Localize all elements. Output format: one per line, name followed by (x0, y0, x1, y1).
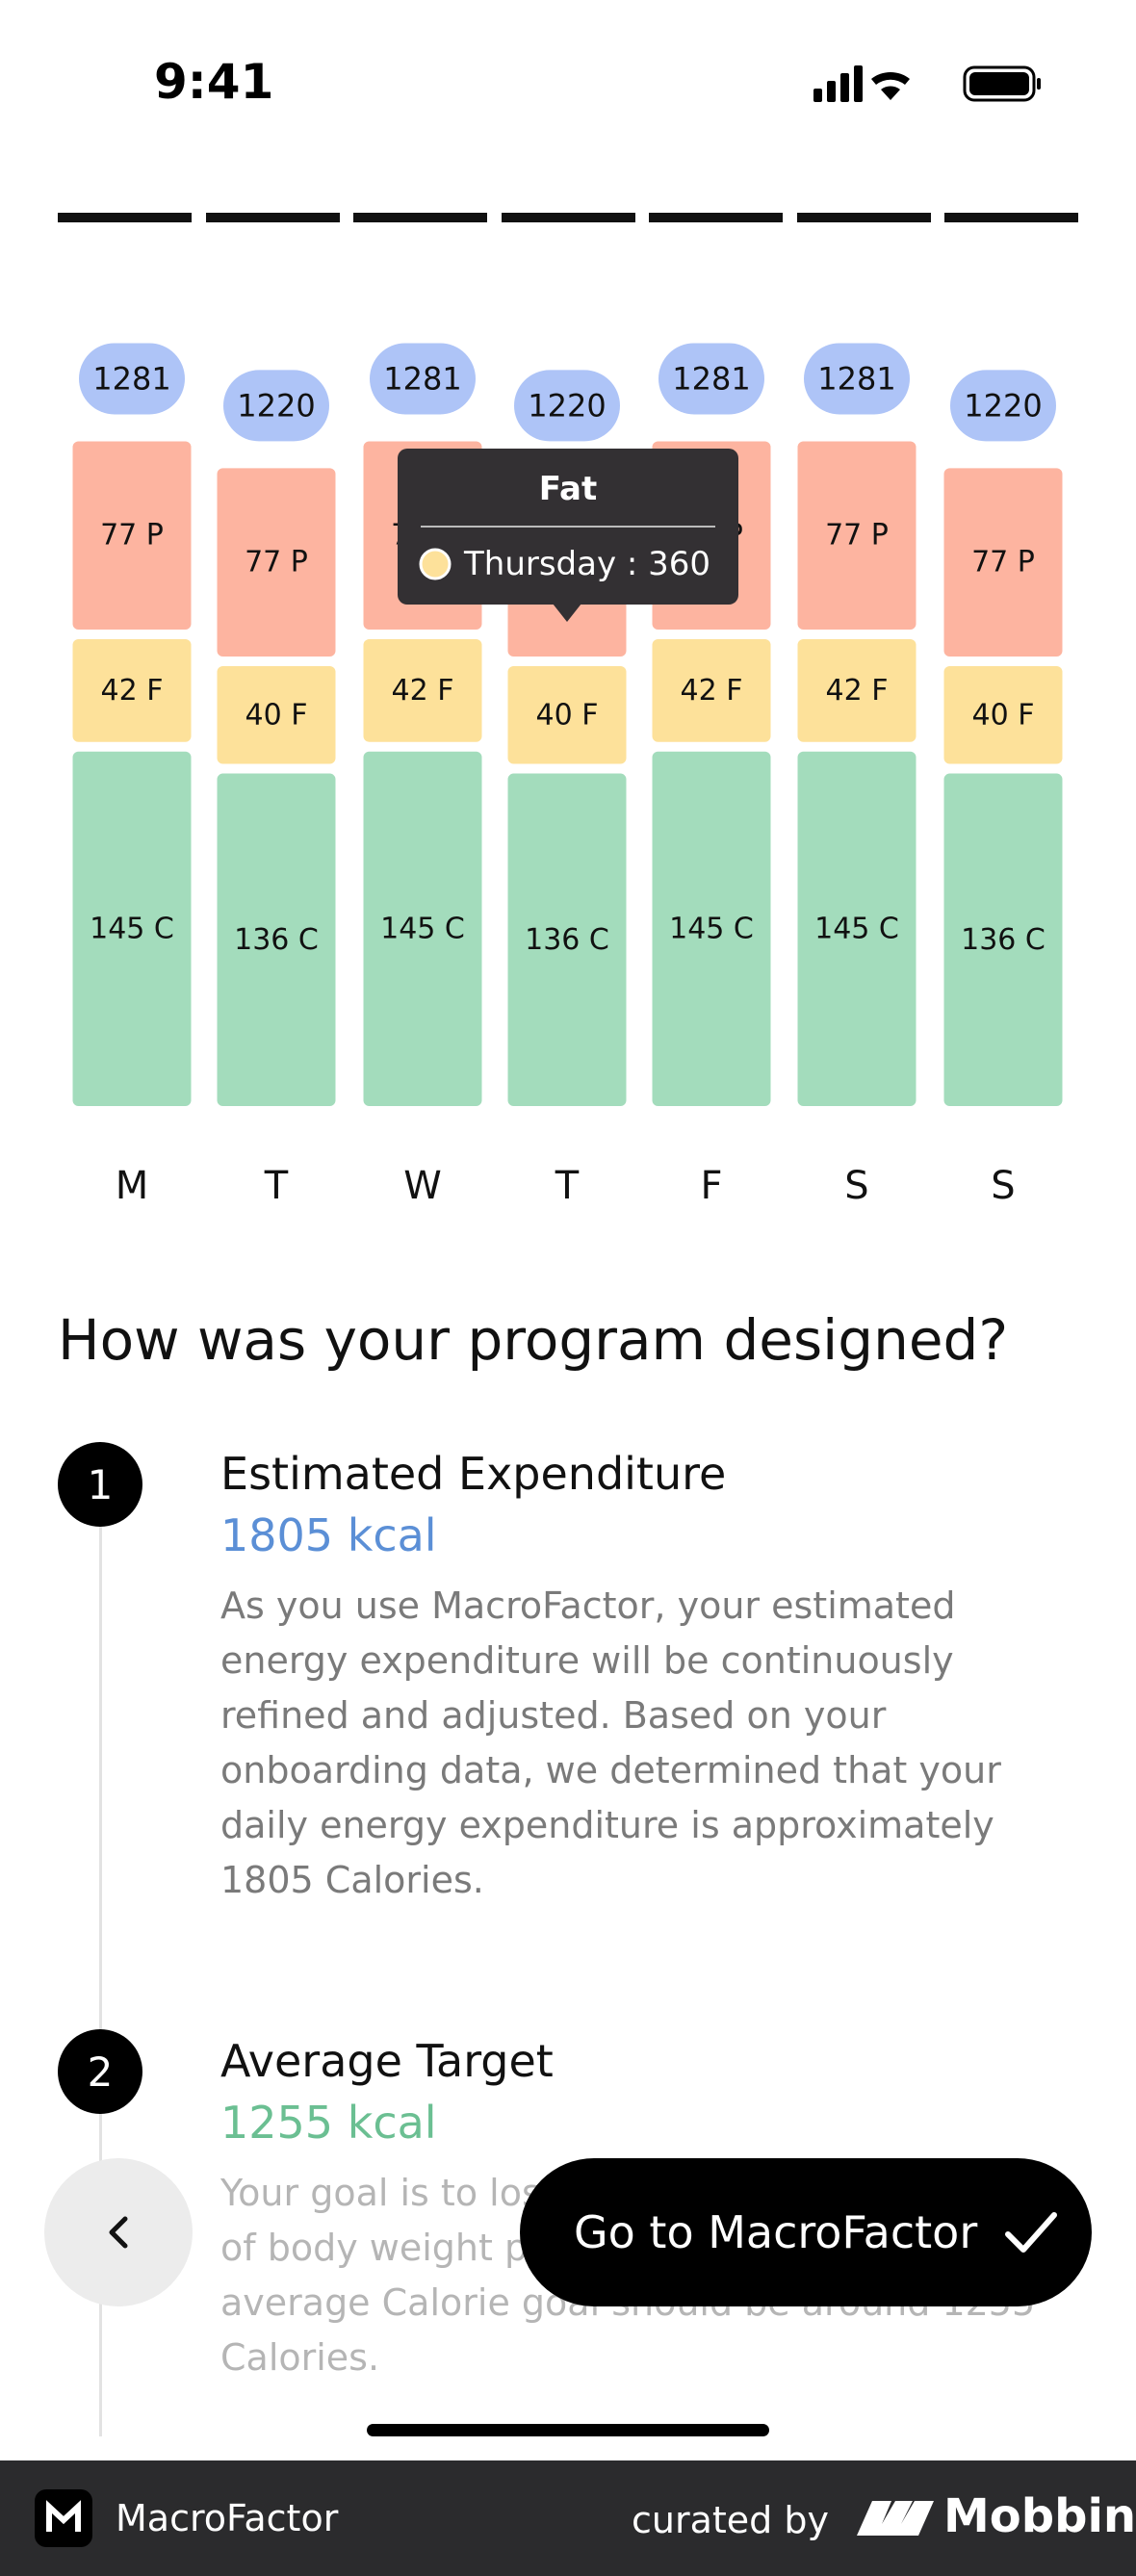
total-label: 1281 (383, 360, 461, 397)
app-icon (35, 2489, 92, 2547)
macro-chart: 145 C 42 F 77 P 1281 M 136 C 40 F 77 P 1220 T 145 … (72, 343, 1063, 1208)
primary-button-label: Go to MacroFactor (574, 2206, 978, 2258)
segment-label: 145 C (814, 912, 899, 945)
bar-segment (943, 468, 1063, 657)
total-label: 1281 (817, 360, 895, 397)
segment-label: 145 C (90, 912, 174, 945)
step-title: Average Target (220, 2035, 554, 2087)
step-body-line: refined and adjusted. Based on your (220, 1694, 887, 1737)
total-bubble (223, 370, 329, 442)
segment-label: 77 P (825, 519, 889, 553)
total-label: 1220 (237, 387, 315, 424)
check-icon (1005, 2212, 1058, 2253)
total-label: 1220 (964, 387, 1042, 424)
step-title: Estimated Expenditure (220, 1448, 727, 1500)
curated-by: curated by (632, 2499, 829, 2541)
bar-segment (797, 639, 917, 742)
step-body-line: energy expenditure will be continuously (220, 1639, 954, 1682)
bar-segment (943, 665, 1063, 764)
segment-label: 77 P (391, 519, 454, 553)
segment-label: 40 F (536, 698, 599, 732)
total-bubble (370, 343, 476, 415)
heading: How was your program designed? (58, 1307, 1009, 1373)
step-body-line: 1805 Calories. (220, 1859, 484, 1901)
back-icon (109, 2216, 128, 2249)
back-button[interactable] (44, 2158, 193, 2306)
step-value: 1255 kcal (220, 2097, 437, 2149)
bar-segment (72, 639, 192, 742)
progress (58, 213, 1078, 222)
segment-label: 145 C (669, 912, 754, 945)
total-label: 1281 (672, 360, 750, 397)
x-tick-label: W (403, 1164, 442, 1208)
bar-segment (652, 751, 771, 1106)
total-bubble (804, 343, 910, 415)
x-tick-label: S (991, 1164, 1015, 1208)
segment-label: 42 F (392, 674, 454, 708)
segment-label: 42 F (681, 674, 743, 708)
bar-segment (72, 441, 192, 631)
total-label: 1220 (528, 387, 606, 424)
total-bubble (950, 370, 1056, 442)
x-tick-label: M (116, 1164, 149, 1208)
bar-segment (217, 665, 336, 764)
step-body-line: onboarding data, we determined that your (220, 1749, 1001, 1791)
timeline (99, 1527, 102, 2436)
total-label: 1281 (92, 360, 170, 397)
step-body-line: daily energy expenditure is approximatel… (220, 1804, 994, 1846)
bar-segment (72, 751, 192, 1106)
mobbin-logo (857, 2501, 934, 2536)
bar-segment (797, 751, 917, 1106)
total-bubble (514, 370, 620, 442)
bar-segment (943, 773, 1063, 1106)
bar-segment (652, 639, 771, 742)
step-body-line: Calories. (220, 2336, 380, 2379)
bar-segment (217, 773, 336, 1106)
bar-segment (797, 441, 917, 631)
x-tick-label: F (700, 1164, 722, 1208)
segment-label: 40 F (972, 698, 1035, 732)
x-tick-label: S (844, 1164, 868, 1208)
segment-label: 136 C (234, 923, 319, 957)
step-value: 1805 kcal (220, 1509, 437, 1561)
step-body-line: As you use MacroFactor, your estimated (220, 1584, 956, 1627)
status-time: 9:41 (154, 54, 274, 110)
bar-segment (217, 468, 336, 657)
segment-label: 77 P (245, 546, 308, 580)
total-bubble (658, 343, 764, 415)
x-tick-label: T (264, 1164, 289, 1208)
segment-label: 77 P (680, 519, 743, 553)
segment-label: 145 C (380, 912, 465, 945)
segment-label: 77 P (100, 519, 164, 553)
status-icons (813, 65, 1041, 102)
bar-segment (363, 639, 482, 742)
segment-label: 136 C (525, 923, 609, 957)
step-number: 1 (58, 1442, 142, 1527)
segment-label: 77 P (971, 546, 1035, 580)
brand: Mobbin (943, 2489, 1136, 2543)
total-bubble (79, 343, 185, 415)
segment-label: 42 F (826, 674, 889, 708)
footer: MacroFactor curated by Mobbin (0, 2460, 1136, 2576)
app-name: MacroFactor (116, 2497, 339, 2539)
step-number: 2 (58, 2029, 142, 2114)
segment-label: 42 F (101, 674, 164, 708)
bar-segment (363, 751, 482, 1106)
segment-label: 77 P (535, 546, 599, 580)
bar-segment (507, 773, 627, 1106)
segment-label: 40 F (245, 698, 308, 732)
bar-segment (507, 665, 627, 764)
segment-label: 136 C (961, 923, 1046, 957)
x-tick-label: T (555, 1164, 580, 1208)
primary-button[interactable]: Go to MacroFactor (520, 2158, 1092, 2306)
home-indicator (367, 2424, 769, 2436)
